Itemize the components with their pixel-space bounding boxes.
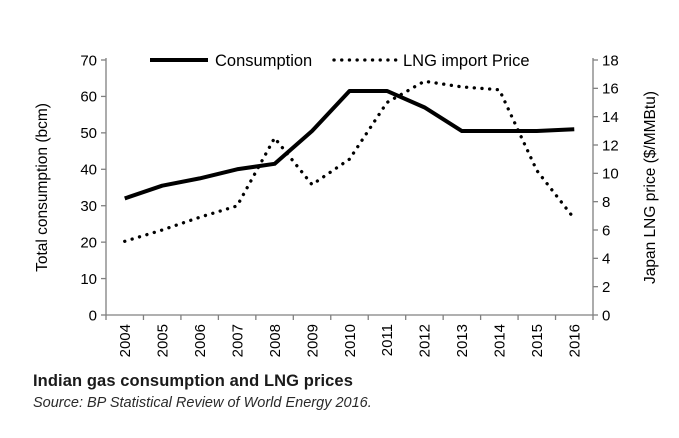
- y-axis-left-tick-label: 60: [80, 89, 97, 106]
- y-axis-right-tick-label: 14: [602, 109, 619, 126]
- y-axis-left-tick-label: 10: [80, 271, 97, 288]
- y-axis-right-tick-label: 4: [602, 251, 610, 268]
- y-axis-right-tick-label: 2: [602, 279, 610, 296]
- x-axis-category-label: 2011: [379, 324, 396, 356]
- y-axis-left-tick-label: 40: [80, 162, 97, 179]
- y-axis-left-tick-label: 50: [80, 125, 97, 142]
- y-axis-right-title: Japan LNG price ($/MMBtu): [642, 91, 659, 284]
- x-axis-category-label: 2015: [529, 324, 546, 357]
- x-axis-category-label: 2007: [229, 324, 246, 357]
- x-axis-category-label: 2008: [267, 324, 284, 357]
- line-chart-canvas: 0 10 20 30 40 50 60 70 0 2 4 6 8 10 12 14 16 18 2004 2005 20…: [34, 52, 659, 358]
- chart-title: Indian gas consumption and LNG prices: [33, 372, 353, 390]
- lng-import-price-line: [123, 79, 576, 243]
- y-axis-right-tick-label: 10: [602, 166, 619, 183]
- y-axis-left-tick-label: 70: [80, 52, 97, 69]
- legend-label: LNG import Price: [403, 52, 530, 70]
- x-axis-category-label: 2006: [192, 324, 209, 357]
- legend-label: Consumption: [215, 52, 312, 70]
- y-axis-right-tick-label: 0: [602, 307, 610, 324]
- x-axis-category-label: 2016: [567, 324, 584, 357]
- y-axis-right-tick-label: 16: [602, 81, 619, 98]
- chart-source: Source: BP Statistical Review of World E…: [33, 395, 372, 411]
- x-axis-category-label: 2004: [117, 324, 134, 357]
- y-axis-right-tick-label: 6: [602, 222, 610, 239]
- x-axis-category-label: 2010: [342, 324, 359, 357]
- y-axis-left-tick-label: 20: [80, 234, 97, 251]
- y-axis-right-tick-label: 12: [602, 137, 619, 154]
- consumption-line: [124, 88, 575, 201]
- x-axis-category-label: 2014: [492, 324, 509, 357]
- x-axis-category-label: 2013: [454, 324, 471, 357]
- x-axis-category-label: 2012: [417, 324, 434, 357]
- y-axis-left-title: Total consumption (bcm): [34, 103, 51, 272]
- y-axis-left-tick-label: 30: [80, 198, 97, 215]
- x-axis-category-label: 2005: [154, 324, 171, 357]
- y-axis-left-tick-label: 0: [89, 307, 97, 324]
- x-axis-category-label: 2009: [304, 324, 321, 357]
- y-axis-right-tick-label: 18: [602, 52, 619, 69]
- y-axis-right-tick-label: 8: [602, 194, 610, 211]
